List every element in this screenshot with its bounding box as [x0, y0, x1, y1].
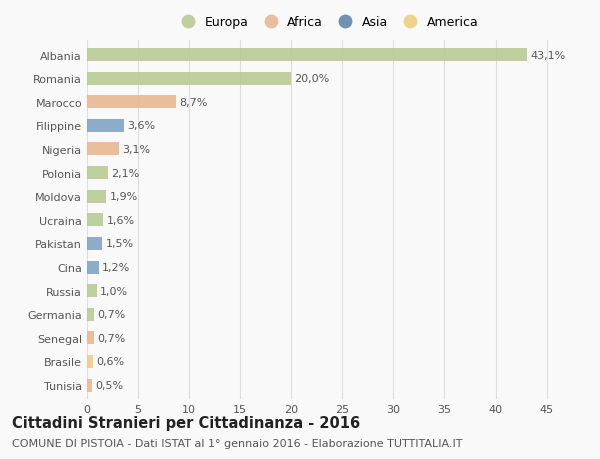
Bar: [87, 73, 291, 85]
Text: 3,1%: 3,1%: [122, 145, 150, 155]
Bar: [87, 49, 527, 62]
Bar: [87, 308, 94, 321]
Text: 1,0%: 1,0%: [100, 286, 128, 296]
Bar: [87, 167, 109, 179]
Text: 0,6%: 0,6%: [96, 357, 124, 367]
Text: 20,0%: 20,0%: [295, 74, 329, 84]
Text: 0,7%: 0,7%: [97, 333, 125, 343]
Bar: [87, 143, 119, 156]
Text: 1,6%: 1,6%: [106, 215, 134, 225]
Text: 43,1%: 43,1%: [530, 50, 565, 61]
Bar: [87, 261, 99, 274]
Bar: [87, 355, 93, 368]
Bar: [87, 285, 97, 297]
Bar: [87, 331, 94, 345]
Bar: [87, 190, 106, 203]
Bar: [87, 237, 103, 250]
Text: 1,2%: 1,2%: [103, 263, 131, 273]
Text: 0,7%: 0,7%: [97, 309, 125, 319]
Bar: [87, 214, 103, 227]
Text: COMUNE DI PISTOIA - Dati ISTAT al 1° gennaio 2016 - Elaborazione TUTTITALIA.IT: COMUNE DI PISTOIA - Dati ISTAT al 1° gen…: [12, 438, 463, 448]
Text: 2,1%: 2,1%: [112, 168, 140, 178]
Text: 1,5%: 1,5%: [106, 239, 134, 249]
Bar: [87, 96, 176, 109]
Text: 0,5%: 0,5%: [95, 380, 123, 390]
Legend: Europa, Africa, Asia, America: Europa, Africa, Asia, America: [173, 13, 481, 32]
Bar: [87, 379, 92, 392]
Bar: [87, 120, 124, 133]
Text: Cittadini Stranieri per Cittadinanza - 2016: Cittadini Stranieri per Cittadinanza - 2…: [12, 415, 360, 431]
Text: 1,9%: 1,9%: [109, 192, 138, 202]
Text: 8,7%: 8,7%: [179, 98, 207, 107]
Text: 3,6%: 3,6%: [127, 121, 155, 131]
